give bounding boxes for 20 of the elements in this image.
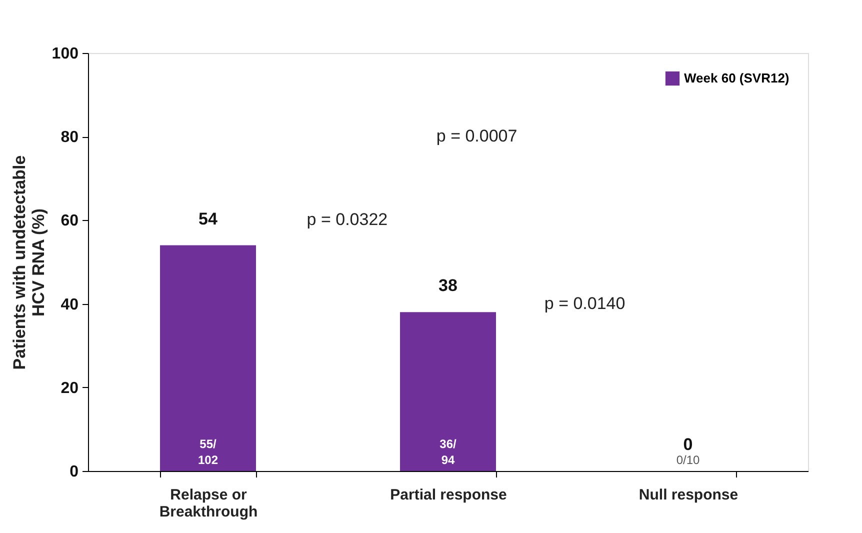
y-tick-label: 60 bbox=[60, 212, 79, 230]
annotation: p = 0.0322 bbox=[306, 210, 388, 230]
annotation: 36/ 94 bbox=[440, 437, 458, 467]
annotation: 55/ 102 bbox=[198, 437, 218, 467]
data-label: 54 bbox=[198, 209, 218, 228]
y-tick-label: 80 bbox=[60, 129, 79, 146]
annotation: p = 0.0007 bbox=[436, 126, 518, 146]
x-tick-label: Null response bbox=[638, 486, 738, 504]
data-label: 0 bbox=[683, 435, 693, 454]
y-tick-label: 40 bbox=[60, 296, 79, 314]
x-tick-label: Relapse or Breakthrough bbox=[159, 486, 258, 520]
y-axis-title: Patients with undetectable HCV RNA (%) bbox=[10, 155, 48, 370]
y-tick-label: 20 bbox=[60, 380, 79, 397]
data-label: 38 bbox=[438, 276, 458, 296]
y-tick-label: 0 bbox=[70, 464, 79, 480]
y-tick-label: 100 bbox=[52, 46, 79, 62]
annotation: 0/10 bbox=[676, 453, 700, 467]
legend-label: Week 60 (SVR12) bbox=[684, 70, 790, 86]
annotation: p = 0.0140 bbox=[544, 294, 626, 313]
x-tick-label: Partial response bbox=[390, 486, 507, 504]
